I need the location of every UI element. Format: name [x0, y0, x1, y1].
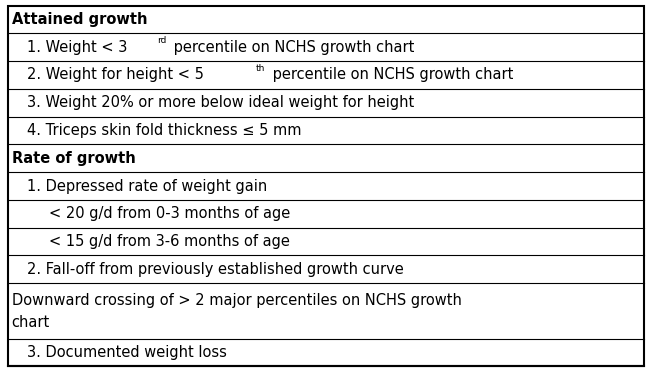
Text: 2. Weight for height < 5: 2. Weight for height < 5 — [27, 67, 204, 83]
Text: Attained growth: Attained growth — [12, 12, 147, 27]
Text: 3. Weight 20% or more below ideal weight for height: 3. Weight 20% or more below ideal weight… — [27, 95, 415, 110]
Text: 2. Fall-off from previously established growth curve: 2. Fall-off from previously established … — [27, 262, 404, 277]
Text: 1. Depressed rate of weight gain: 1. Depressed rate of weight gain — [27, 179, 267, 193]
Text: 1. Weight < 3: 1. Weight < 3 — [27, 40, 128, 55]
Text: th: th — [256, 64, 265, 73]
Text: percentile on NCHS growth chart: percentile on NCHS growth chart — [268, 67, 513, 83]
Text: 3. Documented weight loss: 3. Documented weight loss — [27, 345, 228, 360]
Text: Downward crossing of > 2 major percentiles on NCHS growth
chart: Downward crossing of > 2 major percentil… — [12, 293, 462, 330]
Text: < 20 g/d from 0-3 months of age: < 20 g/d from 0-3 months of age — [49, 206, 290, 221]
Text: < 15 g/d from 3-6 months of age: < 15 g/d from 3-6 months of age — [49, 234, 289, 249]
Text: Rate of growth: Rate of growth — [12, 151, 136, 166]
Text: percentile on NCHS growth chart: percentile on NCHS growth chart — [169, 40, 415, 55]
Text: rd: rd — [157, 36, 166, 45]
Text: 4. Triceps skin fold thickness ≤ 5 mm: 4. Triceps skin fold thickness ≤ 5 mm — [27, 123, 302, 138]
